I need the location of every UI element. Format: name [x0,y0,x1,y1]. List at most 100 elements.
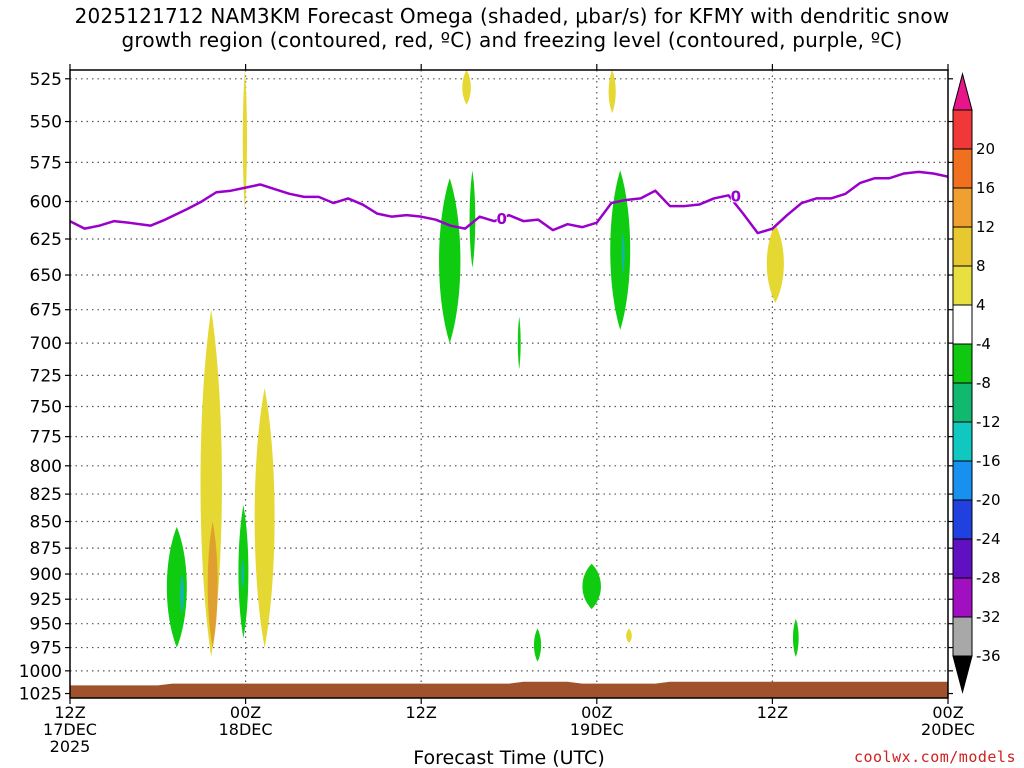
colorbar-segment-10 [952,499,973,540]
y-tick-label-975: 975 [30,639,62,659]
omega-pos4-region-2 [608,70,616,114]
colorbar-label-7: -12 [976,413,1001,431]
omega-neg4-region-13 [517,316,521,370]
colorbar-label-4: 4 [976,296,986,314]
omega-neg8-region-17 [179,574,185,614]
colorbar: 20 16 12 8 4 -4 -8 -12 -16 -20 -24 -28 -32 -36 [952,72,1001,694]
y-tick-label-550: 550 [30,113,62,133]
omega-neg8-region-18 [241,558,245,590]
omega-pos4-region-5 [766,224,784,303]
colorbar-segment-4 [952,265,973,306]
x-tick-label-0-3: 2025 [50,737,91,756]
omega-neg4-region-14 [582,563,601,610]
y-tick-label-925: 925 [30,590,62,610]
plot-area [70,70,948,698]
y-tick-label-1000: 1000 [19,662,62,682]
colorbar-segment-3 [952,226,973,267]
omega-neg8-region-19 [621,231,625,276]
x-tick-label-2-1: 12Z [406,703,437,722]
credit-link[interactable]: coolwx.com/models [853,748,1016,766]
y-tick-label-750: 750 [30,398,62,418]
surface-terrain [70,681,948,698]
colorbar-segment-7 [952,382,973,423]
omega-neg4-region-8 [166,526,187,648]
x-tick-label-3-2: 19DEC [570,720,624,739]
omega-pos8-region-7 [207,521,218,648]
omega-neg4-region-16 [792,618,799,657]
colorbar-segment-13 [952,616,973,657]
colorbar-segment-1 [952,148,973,189]
colorbar-label-1: 16 [976,179,995,197]
y-axis: 525 550 575 600 625 650 675 700 725 750 775 800 825 8… [19,70,953,705]
y-tick-label-650: 650 [30,266,62,286]
x-tick-label-1-2: 18DEC [219,720,273,739]
omega-neg4-region-11 [469,170,476,268]
omega-pos4-region-6 [626,628,632,643]
colorbar-top-triangle [952,72,973,111]
omega-neg4-region-12 [610,170,631,330]
y-tick-label-625: 625 [30,230,62,250]
colorbar-segment-8 [952,421,973,462]
colorbar-label-9: -20 [976,491,1001,509]
y-tick-label-850: 850 [30,513,62,533]
colorbar-label-8: -16 [976,452,1001,470]
y-tick-label-825: 825 [30,485,62,505]
omega-pos4-region-1 [462,70,471,105]
y-tick-label-725: 725 [30,366,62,386]
chart-title-line1: 2025121712 NAM3KM Forecast Omega (shaded… [74,4,950,28]
colorbar-segment-2 [952,187,973,228]
freezing-level: 00 [70,170,948,235]
colorbar-label-3: 8 [976,257,986,275]
colorbar-label-6: -8 [976,374,991,392]
colorbar-label-2: 12 [976,218,995,236]
colorbar-label-0: 20 [976,140,995,158]
omega-neg4-region-15 [533,628,542,662]
colorbar-segment-9 [952,460,973,501]
y-tick-label-775: 775 [30,428,62,448]
colorbar-label-13: -36 [976,647,1001,665]
omega-shading [166,70,799,662]
freezing-level-label-0: 0 [496,210,506,228]
x-tick-label-5-2: 20DEC [921,720,975,739]
y-tick-label-675: 675 [30,301,62,321]
chart-title: 2025121712 NAM3KM Forecast Omega (shaded… [0,4,1024,52]
x-axis-label: Forecast Time (UTC) [413,747,604,768]
chart-title-line2: growth region (contoured, red, ºC) and f… [121,28,903,52]
colorbar-label-5: -4 [976,335,991,353]
omega-pos4-region-0 [242,70,248,210]
freezing-level-label-1: 0 [731,187,741,205]
y-tick-label-525: 525 [30,70,62,90]
x-tick-label-4-1: 12Z [757,703,788,722]
colorbar-segment-5 [952,304,973,345]
freezing-level-line [70,170,948,235]
x-tick-label-1-1: 00Z [230,703,261,722]
surface-ground [70,681,948,698]
y-tick-label-700: 700 [30,334,62,354]
y-tick-label-875: 875 [30,539,62,559]
colorbar-segment-6 [952,343,973,384]
colorbar-label-10: -24 [976,530,1001,548]
colorbar-bottom-triangle [952,655,973,694]
colorbar-segment-11 [952,538,973,579]
x-tick-label-0-2: 17DEC [43,720,97,739]
y-tick-label-950: 950 [30,615,62,635]
omega-neg4-region-10 [439,178,461,344]
y-tick-label-600: 600 [30,192,62,212]
colorbar-label-12: -32 [976,608,1001,626]
colorbar-segment-0 [952,109,973,150]
y-tick-label-575: 575 [30,153,62,173]
colorbar-segment-12 [952,577,973,618]
freezing-level-label-bg-1 [730,187,741,203]
omega-pos4-region-4 [254,387,275,648]
y-tick-label-800: 800 [30,457,62,477]
y-tick-label-900: 900 [30,565,62,585]
y-tick-label-1025: 1025 [19,685,62,705]
plot-frame [69,69,949,699]
x-tick-label-0-1: 12Z [54,703,85,722]
freezing-level-label-bg-0 [496,210,507,226]
x-tick-label-3-1: 00Z [581,703,612,722]
x-tick-label-5-1: 00Z [932,703,963,722]
colorbar-label-11: -28 [976,569,1001,587]
